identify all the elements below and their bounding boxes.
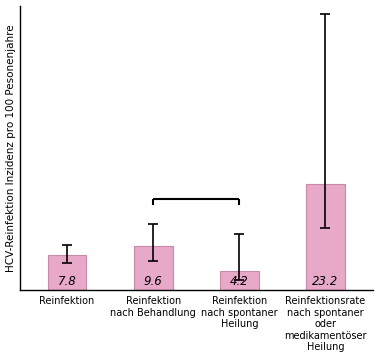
- Y-axis label: HCV-Reinfektion Inzidenz pro 100 Pesonenjahre: HCV-Reinfektion Inzidenz pro 100 Pesonen…: [6, 24, 16, 272]
- Text: 4.2: 4.2: [230, 275, 249, 288]
- Bar: [48, 255, 86, 290]
- Text: 7.8: 7.8: [58, 275, 76, 288]
- Text: 9.6: 9.6: [144, 275, 163, 288]
- Text: 23.2: 23.2: [312, 275, 339, 288]
- Bar: [134, 246, 173, 290]
- Bar: [220, 271, 259, 290]
- Bar: [306, 184, 345, 290]
